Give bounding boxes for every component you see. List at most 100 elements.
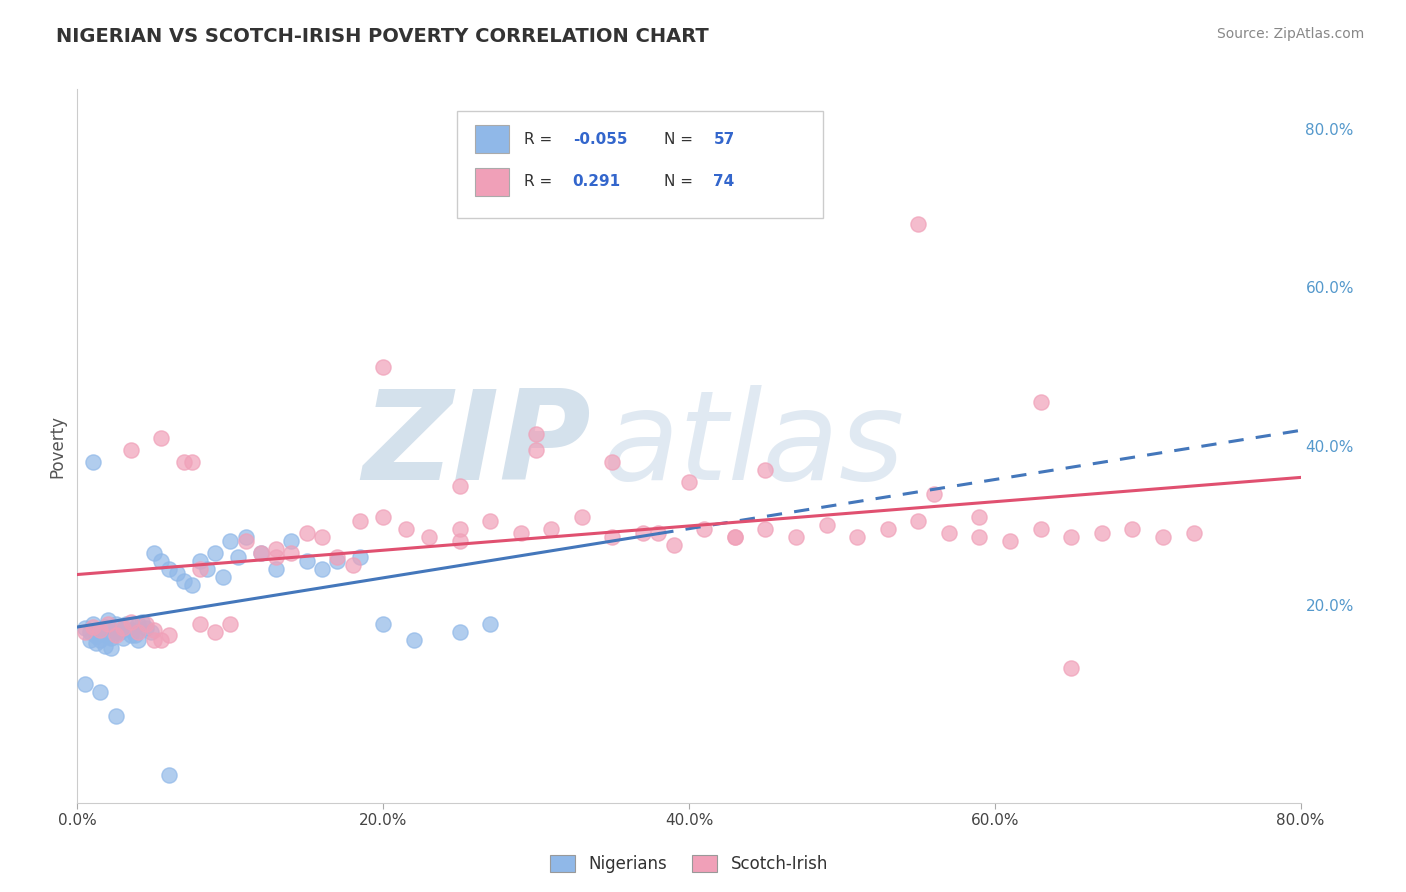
Point: [112, 631, 135, 645]
Point: [84, 629, 107, 643]
Point: [188, 554, 211, 568]
Point: [97, 614, 120, 628]
Point: [724, 530, 747, 544]
Point: [295, 554, 318, 568]
Point: [235, 534, 257, 549]
Bar: [475, 168, 509, 196]
Point: [89, 685, 111, 699]
Point: [693, 522, 716, 536]
Point: [662, 538, 685, 552]
Point: [89, 633, 111, 648]
Point: [104, 617, 127, 632]
Point: [280, 546, 302, 560]
Point: [181, 578, 204, 592]
Point: [73, 621, 96, 635]
Point: [922, 486, 945, 500]
Point: [150, 554, 173, 568]
Point: [150, 633, 173, 648]
Point: [100, 631, 122, 645]
Point: [120, 442, 142, 457]
Point: [540, 522, 562, 536]
Point: [173, 455, 195, 469]
Point: [1182, 526, 1205, 541]
Point: [226, 549, 249, 564]
Point: [79, 625, 101, 640]
Point: [250, 546, 273, 560]
Point: [602, 455, 624, 469]
Point: [104, 625, 127, 640]
Point: [846, 530, 869, 544]
Text: 74: 74: [713, 175, 735, 189]
Point: [120, 623, 142, 637]
Point: [907, 217, 929, 231]
Point: [150, 431, 173, 445]
Point: [785, 530, 807, 544]
Text: N =: N =: [665, 132, 699, 146]
Point: [94, 639, 117, 653]
FancyBboxPatch shape: [457, 111, 824, 218]
Point: [166, 566, 188, 580]
Point: [142, 546, 165, 560]
Point: [264, 542, 287, 557]
Point: [204, 625, 226, 640]
Point: [181, 455, 204, 469]
Point: [73, 625, 96, 640]
Text: ZIP: ZIP: [363, 385, 591, 507]
Point: [188, 617, 211, 632]
Point: [135, 617, 157, 632]
Point: [479, 617, 502, 632]
Point: [211, 570, 233, 584]
Point: [524, 442, 547, 457]
Point: [571, 510, 593, 524]
Point: [89, 623, 111, 637]
Point: [128, 625, 150, 640]
Point: [1060, 661, 1083, 675]
Text: N =: N =: [665, 175, 699, 189]
Point: [311, 530, 333, 544]
Point: [250, 546, 273, 560]
Point: [82, 617, 104, 632]
Bar: [475, 125, 509, 153]
Text: NIGERIAN VS SCOTCH-IRISH POVERTY CORRELATION CHART: NIGERIAN VS SCOTCH-IRISH POVERTY CORRELA…: [56, 27, 709, 45]
Y-axis label: Poverty: Poverty: [48, 415, 66, 477]
Point: [295, 526, 318, 541]
Point: [479, 514, 502, 528]
Point: [1121, 522, 1143, 536]
Point: [371, 359, 394, 374]
Point: [142, 633, 165, 648]
Point: [1060, 530, 1083, 544]
Point: [524, 427, 547, 442]
Point: [157, 628, 180, 642]
Point: [120, 615, 142, 629]
Point: [1029, 395, 1052, 409]
Point: [1152, 530, 1174, 544]
Point: [449, 478, 471, 492]
Point: [449, 534, 471, 549]
Point: [678, 475, 700, 489]
Point: [509, 526, 531, 541]
Point: [907, 514, 929, 528]
Point: [280, 534, 302, 549]
Point: [938, 526, 960, 541]
Point: [94, 620, 117, 634]
Point: [142, 623, 165, 637]
Point: [79, 633, 101, 648]
Point: [112, 621, 135, 635]
Point: [754, 522, 776, 536]
Point: [157, 768, 180, 782]
Point: [219, 534, 242, 549]
Point: [73, 677, 96, 691]
Point: [876, 522, 898, 536]
Point: [89, 623, 111, 637]
Point: [135, 621, 157, 635]
Point: [108, 625, 131, 640]
Point: [342, 558, 364, 572]
Point: [173, 574, 195, 588]
Point: [128, 633, 150, 648]
Legend: Nigerians, Scotch-Irish: Nigerians, Scotch-Irish: [543, 848, 835, 880]
Point: [124, 628, 146, 642]
Point: [449, 522, 471, 536]
Point: [188, 562, 211, 576]
Point: [602, 530, 624, 544]
Point: [754, 463, 776, 477]
